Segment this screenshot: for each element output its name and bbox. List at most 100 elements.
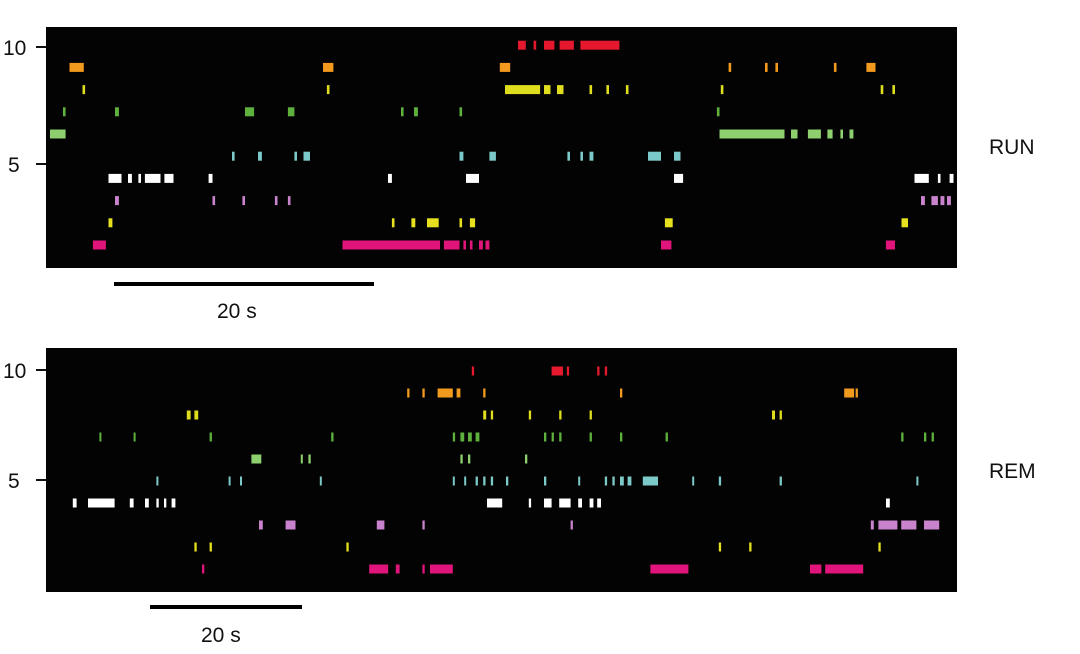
run-spike-cell-8-event-8 bbox=[720, 85, 724, 95]
run-spike-cell-9-event-6 bbox=[833, 62, 837, 72]
run-spike-cell-4-event-1 bbox=[128, 173, 132, 183]
rem-spike-cell-5-event-15 bbox=[627, 476, 632, 486]
run-spike-cell-2-event-6 bbox=[664, 218, 673, 228]
rem-spike-cell-1-event-6 bbox=[810, 564, 822, 574]
rem-spike-cell-7-event-12 bbox=[620, 432, 623, 442]
rem-spike-cell-4-event-8 bbox=[528, 498, 532, 508]
rem-spike-cell-5-event-7 bbox=[483, 476, 486, 486]
run-spike-cell-7-event-1 bbox=[115, 107, 119, 117]
rem-spike-cell-5-event-14 bbox=[620, 476, 624, 486]
run-spike-cell-4-event-9 bbox=[914, 173, 929, 183]
rem-spike-cell-5-event-17 bbox=[692, 476, 695, 486]
run-spike-cell-6-event-3 bbox=[807, 129, 821, 139]
rem-spike-cell-5-event-6 bbox=[475, 476, 478, 486]
run-spike-cell-7-event-0 bbox=[63, 107, 66, 117]
rem-spike-cell-4-event-1 bbox=[88, 498, 115, 508]
rem-spike-cell-6-event-0 bbox=[251, 454, 262, 464]
rem-spike-cell-5-event-5 bbox=[464, 476, 467, 486]
rem-spike-cell-7-event-1 bbox=[133, 432, 136, 442]
run-spike-cell-2-event-2 bbox=[411, 218, 416, 228]
rem-spike-cell-7-event-4 bbox=[452, 432, 456, 442]
run-spike-cell-8-event-9 bbox=[880, 85, 884, 95]
rem-spike-cell-2-event-4 bbox=[749, 542, 752, 552]
rem-scale-bar-label: 20 s bbox=[201, 624, 241, 647]
run-spike-cell-5-event-3 bbox=[303, 151, 310, 161]
rem-spike-cell-5-event-1 bbox=[228, 476, 231, 486]
rem-spike-cell-7-event-10 bbox=[559, 432, 562, 442]
run-spike-cell-2-event-7 bbox=[901, 218, 908, 228]
rem-spike-cell-9-event-0 bbox=[407, 388, 410, 398]
run-spike-cell-10-event-1 bbox=[533, 40, 537, 50]
run-tick-label-5: 5 bbox=[8, 154, 20, 177]
rem-spike-cell-5-event-18 bbox=[718, 476, 722, 486]
run-spike-cell-1-event-8 bbox=[885, 240, 895, 250]
rem-spike-cell-5-event-10 bbox=[544, 476, 547, 486]
run-spike-cell-5-event-6 bbox=[567, 151, 570, 161]
run-spike-cell-2-event-1 bbox=[391, 218, 395, 228]
run-spike-cell-2-event-0 bbox=[108, 218, 113, 228]
run-spike-cell-8-event-1 bbox=[326, 85, 330, 95]
run-spike-cell-3-event-3 bbox=[274, 196, 278, 206]
run-spike-cell-1-event-2 bbox=[443, 240, 460, 250]
rem-spike-cell-1-event-2 bbox=[395, 564, 400, 574]
run-spike-cell-9-event-7 bbox=[866, 62, 876, 72]
rem-spike-cell-2-event-0 bbox=[194, 542, 197, 552]
run-spike-cell-4-event-10 bbox=[937, 173, 941, 183]
run-spike-cell-5-event-4 bbox=[459, 151, 464, 161]
rem-spike-cell-9-event-2 bbox=[437, 388, 453, 398]
run-spike-cell-10-event-3 bbox=[559, 40, 574, 50]
rem-spike-cell-8-event-1 bbox=[194, 410, 199, 420]
rem-spike-cell-10-event-1 bbox=[551, 366, 563, 376]
rem-spike-cell-6-event-4 bbox=[468, 454, 471, 464]
rem-spike-cell-7-event-13 bbox=[665, 432, 668, 442]
run-spike-cell-8-event-6 bbox=[606, 85, 609, 95]
rem-spike-cell-6-event-3 bbox=[460, 454, 463, 464]
run-spike-cell-3-event-4 bbox=[287, 196, 291, 206]
run-spike-cell-1-event-0 bbox=[92, 240, 106, 250]
rem-spike-cell-5-event-4 bbox=[452, 476, 455, 486]
rem-spike-cell-7-event-3 bbox=[331, 432, 334, 442]
rem-spike-cell-2-event-5 bbox=[878, 542, 881, 552]
run-spike-cell-1-event-7 bbox=[661, 240, 672, 250]
run-spike-cell-3-event-1 bbox=[212, 196, 216, 206]
run-spike-cell-8-event-0 bbox=[82, 85, 86, 95]
rem-spike-cell-9-event-3 bbox=[456, 388, 461, 398]
rem-spike-cell-7-event-16 bbox=[931, 432, 934, 442]
rem-spike-cell-7-event-0 bbox=[99, 432, 102, 442]
rem-spike-cell-1-event-4 bbox=[430, 564, 453, 574]
run-spike-cell-3-event-0 bbox=[115, 196, 119, 206]
rem-spike-cell-7-event-8 bbox=[544, 432, 547, 442]
rem-spike-cell-7-event-11 bbox=[589, 432, 592, 442]
run-spike-cell-8-event-3 bbox=[544, 85, 551, 95]
run-spike-cell-10-event-0 bbox=[518, 40, 526, 50]
run-spike-cell-7-event-6 bbox=[459, 107, 463, 117]
run-spike-cell-3-event-5 bbox=[921, 196, 925, 206]
rem-spike-cell-4-event-14 bbox=[886, 498, 890, 508]
run-spike-cell-5-event-1 bbox=[258, 151, 262, 161]
run-spike-cell-9-event-3 bbox=[728, 62, 732, 72]
run-condition-label: RUN bbox=[989, 136, 1035, 159]
run-tick-label-10: 10 bbox=[3, 37, 26, 60]
rem-tick-label-5: 5 bbox=[8, 470, 20, 493]
rem-condition-label: REM bbox=[989, 460, 1036, 483]
rem-spike-cell-4-event-13 bbox=[597, 498, 601, 508]
run-spike-cell-7-event-4 bbox=[401, 107, 404, 117]
rem-spike-cell-1-event-0 bbox=[202, 564, 205, 574]
rem-spike-cell-8-event-2 bbox=[483, 410, 487, 420]
run-spike-cell-6-event-6 bbox=[849, 129, 854, 139]
run-spike-cell-5-event-2 bbox=[294, 151, 297, 161]
run-spike-cell-4-event-8 bbox=[674, 173, 684, 183]
rem-spike-cell-7-event-2 bbox=[209, 432, 212, 442]
run-spike-cell-7-event-5 bbox=[414, 107, 418, 117]
rem-spike-cell-5-event-8 bbox=[490, 476, 494, 486]
rem-spike-cell-5-event-20 bbox=[916, 476, 919, 486]
run-spike-cell-9-event-4 bbox=[765, 62, 768, 72]
run-spike-cell-1-event-6 bbox=[485, 240, 490, 250]
run-spike-cell-8-event-10 bbox=[892, 85, 895, 95]
run-spike-cell-1-event-4 bbox=[469, 240, 473, 250]
run-spike-cell-9-event-1 bbox=[323, 62, 334, 72]
rem-spike-cell-3-event-2 bbox=[376, 520, 385, 530]
rem-spike-cell-7-event-6 bbox=[468, 432, 472, 442]
rem-spike-cell-9-event-7 bbox=[855, 388, 858, 398]
run-spike-cell-1-event-1 bbox=[342, 240, 440, 250]
